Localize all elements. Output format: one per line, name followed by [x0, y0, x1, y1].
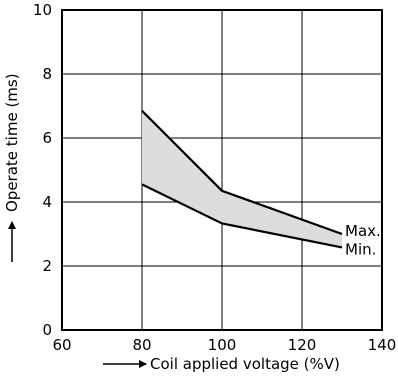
y-tick-label: 2 [42, 257, 52, 275]
x-tick-label: 60 [52, 336, 71, 354]
x-axis-label-group: Coil applied voltage (%V) [103, 355, 340, 373]
x-tick-label: 100 [208, 336, 237, 354]
series-line-min [141, 183, 343, 249]
x-axis-label: Coil applied voltage (%V) [150, 355, 340, 373]
series-lines [141, 110, 343, 249]
y-tick-label: 0 [42, 321, 52, 339]
grid-lines [62, 10, 382, 330]
y-tick-label: 10 [33, 1, 52, 19]
range-band [142, 110, 342, 248]
series-line-max [141, 110, 343, 236]
y-axis-label-group: Operate time (ms) [3, 73, 21, 262]
range-band-area [142, 110, 342, 248]
plot-frame [61, 9, 383, 331]
x-tick-label: 120 [288, 336, 317, 354]
series-label-min: Min. [345, 240, 376, 258]
y-tick-label: 8 [42, 65, 52, 83]
series-labels: Max.Min. [345, 222, 381, 258]
y-axis-label: Operate time (ms) [3, 73, 21, 212]
tick-labels: 60 80 100 120 140 0 2 4 6 8 10 [33, 1, 396, 354]
y-tick-label: 4 [42, 193, 52, 211]
y-tick-label: 6 [42, 129, 52, 147]
x-tick-label: 140 [368, 336, 397, 354]
x-tick-label: 80 [132, 336, 151, 354]
series-label-max: Max. [345, 222, 381, 240]
